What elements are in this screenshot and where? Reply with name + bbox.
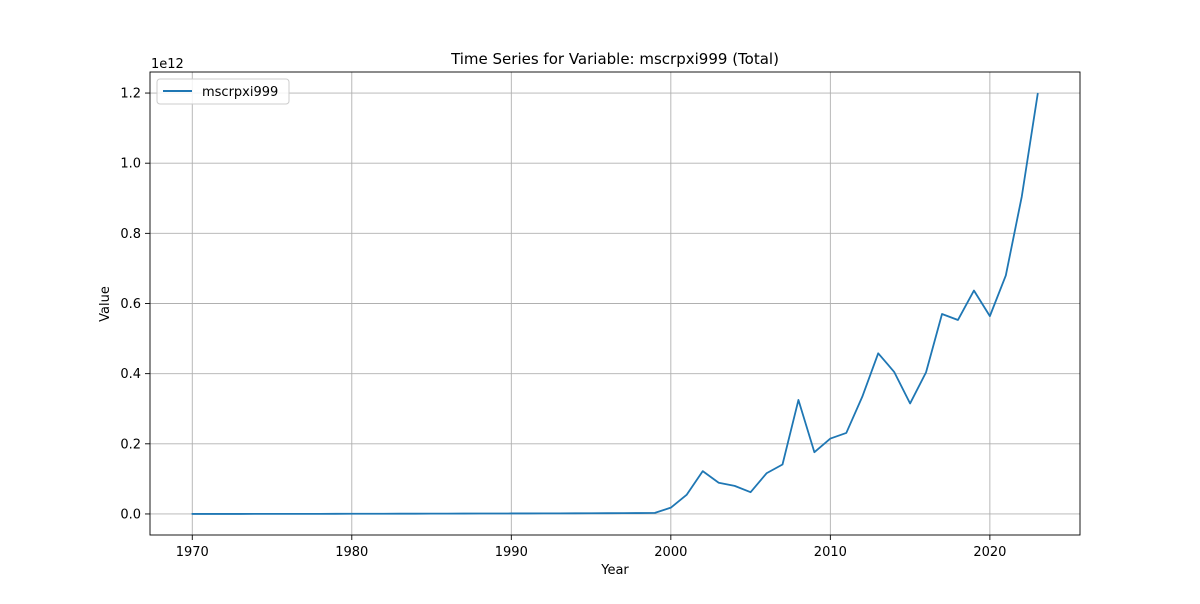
x-tick-label: 1980	[335, 545, 368, 560]
x-tick-label: 1990	[495, 545, 528, 560]
y-tick-label: 0.8	[120, 227, 141, 242]
legend-label: mscrpxi999	[202, 85, 278, 100]
x-tick-label: 2000	[654, 545, 687, 560]
x-tick-label: 2010	[814, 545, 847, 560]
y-tick-label: 0.0	[120, 507, 141, 522]
y-axis-label: Value	[98, 286, 113, 322]
y-tick-label: 0.4	[120, 367, 141, 382]
y-tick-label: 1.0	[120, 157, 141, 172]
y-tick-label: 0.6	[120, 297, 141, 312]
x-tick-label: 1970	[176, 545, 209, 560]
y-tick-label: 1.2	[120, 87, 141, 102]
y-tick-label: 0.2	[120, 437, 141, 452]
x-axis-label: Year	[600, 563, 629, 578]
chart-title: Time Series for Variable: mscrpxi999 (To…	[450, 50, 779, 68]
y-axis-offset-label: 1e12	[151, 57, 184, 72]
x-tick-label: 2020	[973, 545, 1006, 560]
legend: mscrpxi999	[157, 79, 289, 104]
